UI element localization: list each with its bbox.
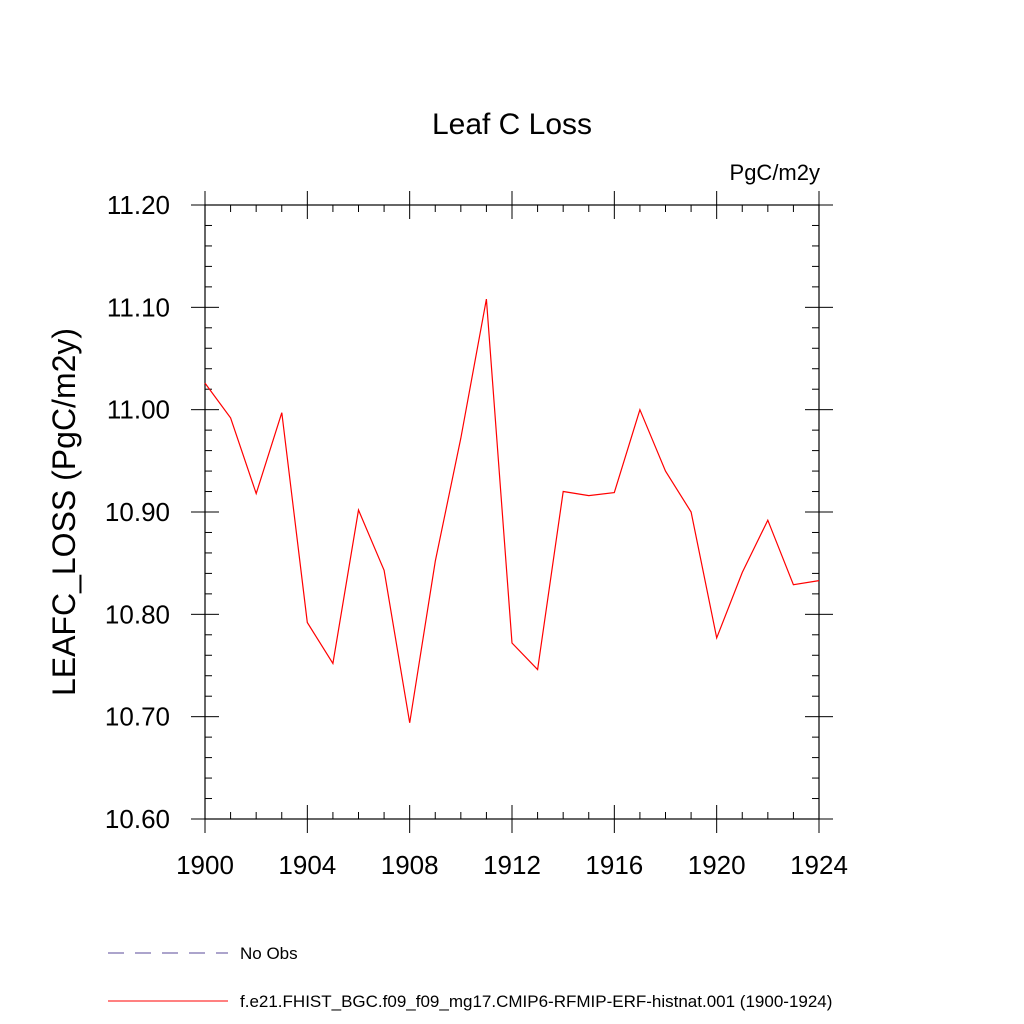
axis-ticks [191,191,833,833]
y-tick-label: 10.80 [105,599,170,629]
y-tick-label: 10.70 [105,702,170,732]
y-tick-label: 10.90 [105,497,170,527]
x-tick-label: 1908 [381,850,439,880]
y-tick-label: 11.10 [107,292,170,322]
plot-frame [204,204,820,820]
x-tick-label: 1904 [278,850,336,880]
y-axis-label: LEAFC_LOSS (PgC/m2y) [46,328,82,696]
legend-label: f.e21.FHIST_BGC.f09_f09_mg17.CMIP6-RFMIP… [240,992,832,1011]
series-line [204,298,820,723]
series-layer [204,298,820,723]
chart-title: Leaf C Loss [432,108,592,141]
y-tick-label: 11.00 [107,395,170,425]
y-tick-label: 10.60 [105,804,170,834]
x-tick-label: 1916 [585,850,643,880]
x-tick-label: 1920 [688,850,746,880]
legend-label: No Obs [240,944,298,963]
legend: No Obs f.e21.FHIST_BGC.f09_f09_mg17.CMIP6… [108,944,832,1011]
x-tick-label: 1900 [176,850,234,880]
axis-tick-labels: 1900 1904 1908 1912 1916 1920 1924 10.60 10.70 10… [105,190,848,880]
y-tick-label: 11.20 [107,190,170,220]
units-label: PgC/m2y [730,160,820,185]
x-tick-label: 1912 [483,850,541,880]
x-tick-label: 1924 [790,850,848,880]
